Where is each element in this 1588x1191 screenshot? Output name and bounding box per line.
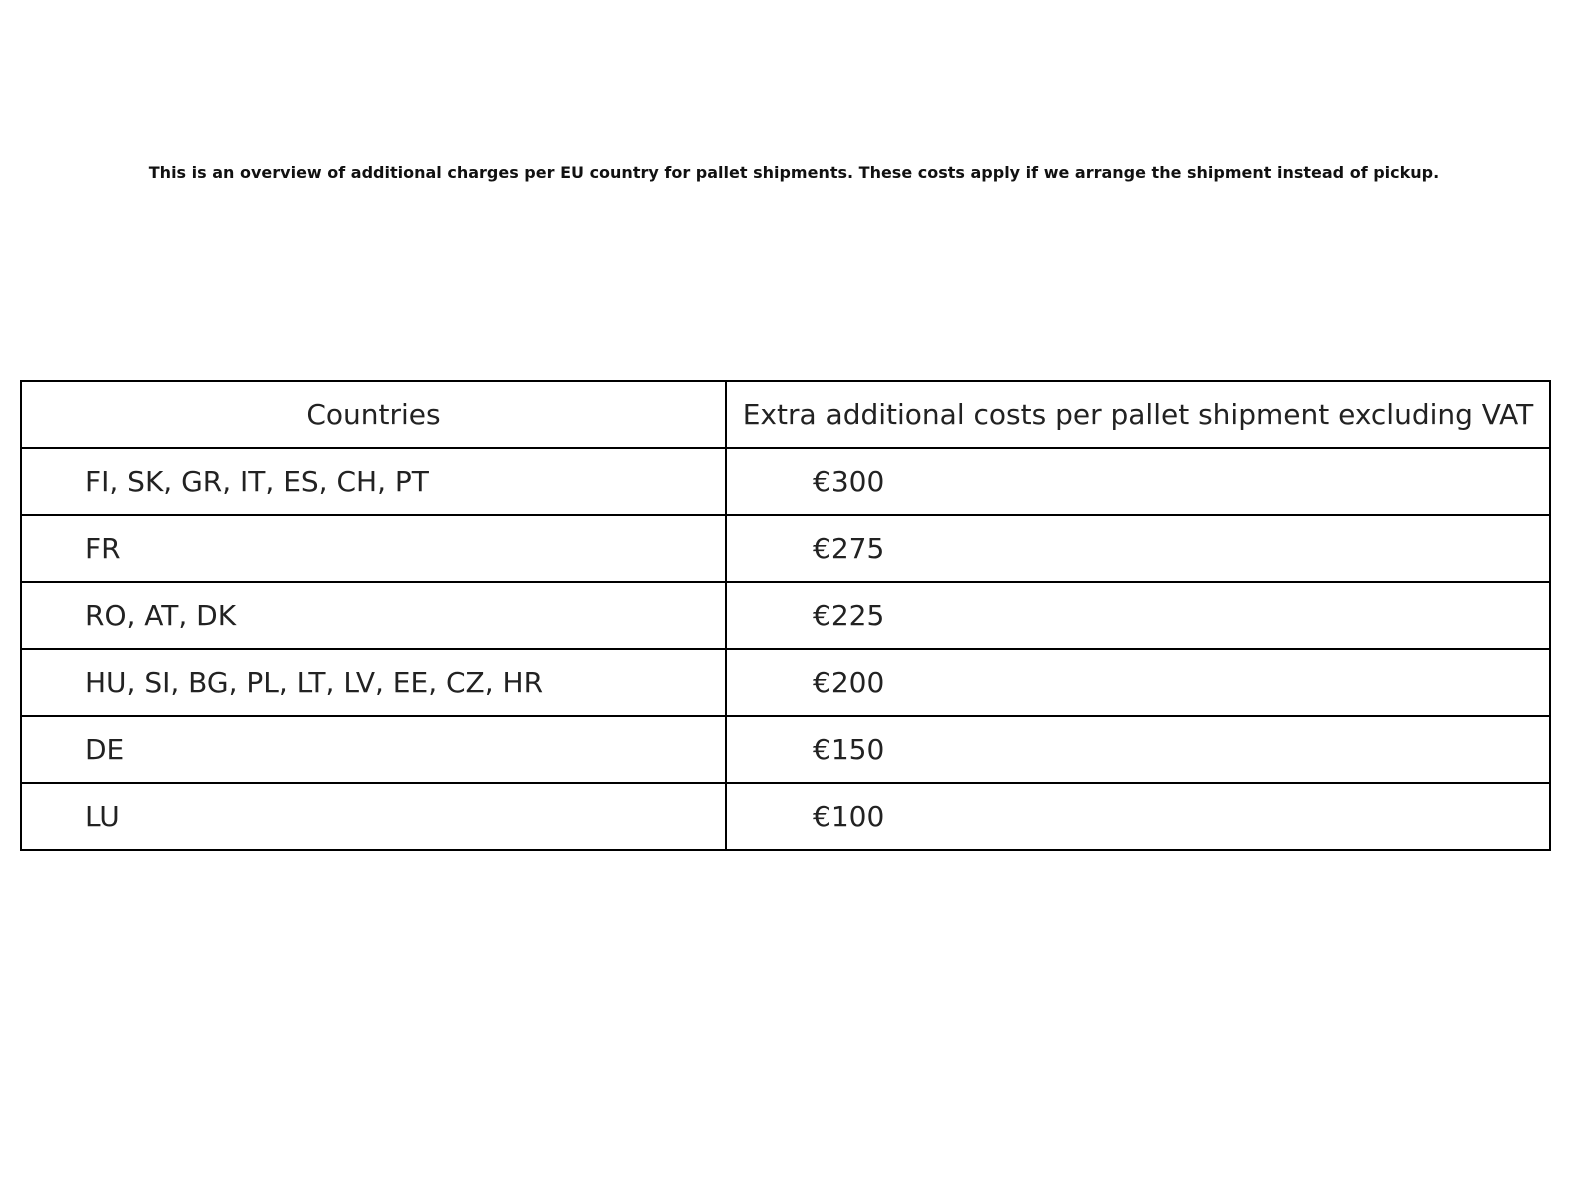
header-row: Countries Extra additional costs per pall… — [20, 380, 1551, 449]
table-title: This is an overview of additional charge… — [148, 163, 1440, 182]
table-row: RO, AT, DK €225 — [20, 581, 1551, 650]
cost-cell: €100 — [725, 782, 1551, 851]
table-row: FI, SK, GR, IT, ES, CH, PT €300 — [20, 447, 1551, 516]
header-countries: Countries — [20, 380, 727, 449]
countries-cell: RO, AT, DK — [20, 581, 727, 650]
countries-cell: FR — [20, 514, 727, 583]
table-row: LU €100 — [20, 782, 1551, 851]
table-row: DE €150 — [20, 715, 1551, 784]
cost-cell: €150 — [725, 715, 1551, 784]
header-costs: Extra additional costs per pallet shipme… — [725, 380, 1551, 449]
table-row: HU, SI, BG, PL, LT, LV, EE, CZ, HR €200 — [20, 648, 1551, 717]
countries-cell: HU, SI, BG, PL, LT, LV, EE, CZ, HR — [20, 648, 727, 717]
cost-cell: €225 — [725, 581, 1551, 650]
countries-cell: LU — [20, 782, 727, 851]
charges-table: Countries Extra additional costs per pall… — [20, 380, 1551, 851]
cost-cell: €200 — [725, 648, 1551, 717]
cost-cell: €275 — [725, 514, 1551, 583]
countries-cell: DE — [20, 715, 727, 784]
table-row: FR €275 — [20, 514, 1551, 583]
cost-cell: €300 — [725, 447, 1551, 516]
countries-cell: FI, SK, GR, IT, ES, CH, PT — [20, 447, 727, 516]
